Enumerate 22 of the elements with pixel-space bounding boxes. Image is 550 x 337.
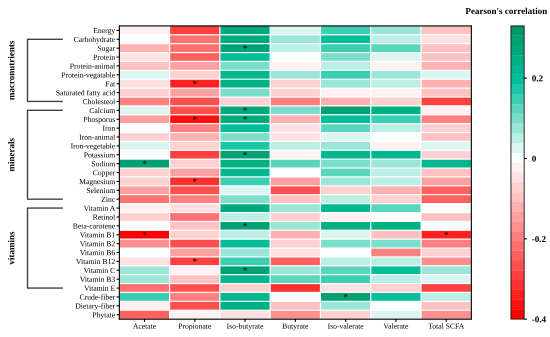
text: vitamins [8, 232, 14, 265]
data-label: * [243, 152, 248, 156]
data-label: * [243, 116, 248, 120]
data-label: * [243, 45, 248, 49]
data-label: * [243, 107, 248, 111]
text: macronutrients [8, 40, 14, 100]
text: minerals [8, 138, 14, 172]
data-label: * [192, 116, 197, 120]
data-label: * [192, 178, 197, 182]
data-label: * [243, 222, 248, 226]
color-bar-label: 0.2 [532, 75, 543, 82]
color-bar-label: -0.4 [532, 316, 546, 322]
color-bar-label: -0.2 [532, 236, 546, 242]
data-label: * [444, 232, 448, 236]
data-label: * [192, 258, 197, 262]
color-bar-label: 0 [532, 156, 536, 162]
data-label: * [142, 232, 146, 236]
data-label: * [243, 267, 248, 271]
data-label: * [142, 160, 146, 164]
data-label: * [192, 80, 197, 84]
color-bar-title: Pearson's correlation [466, 8, 548, 14]
data-label: * [344, 294, 348, 298]
